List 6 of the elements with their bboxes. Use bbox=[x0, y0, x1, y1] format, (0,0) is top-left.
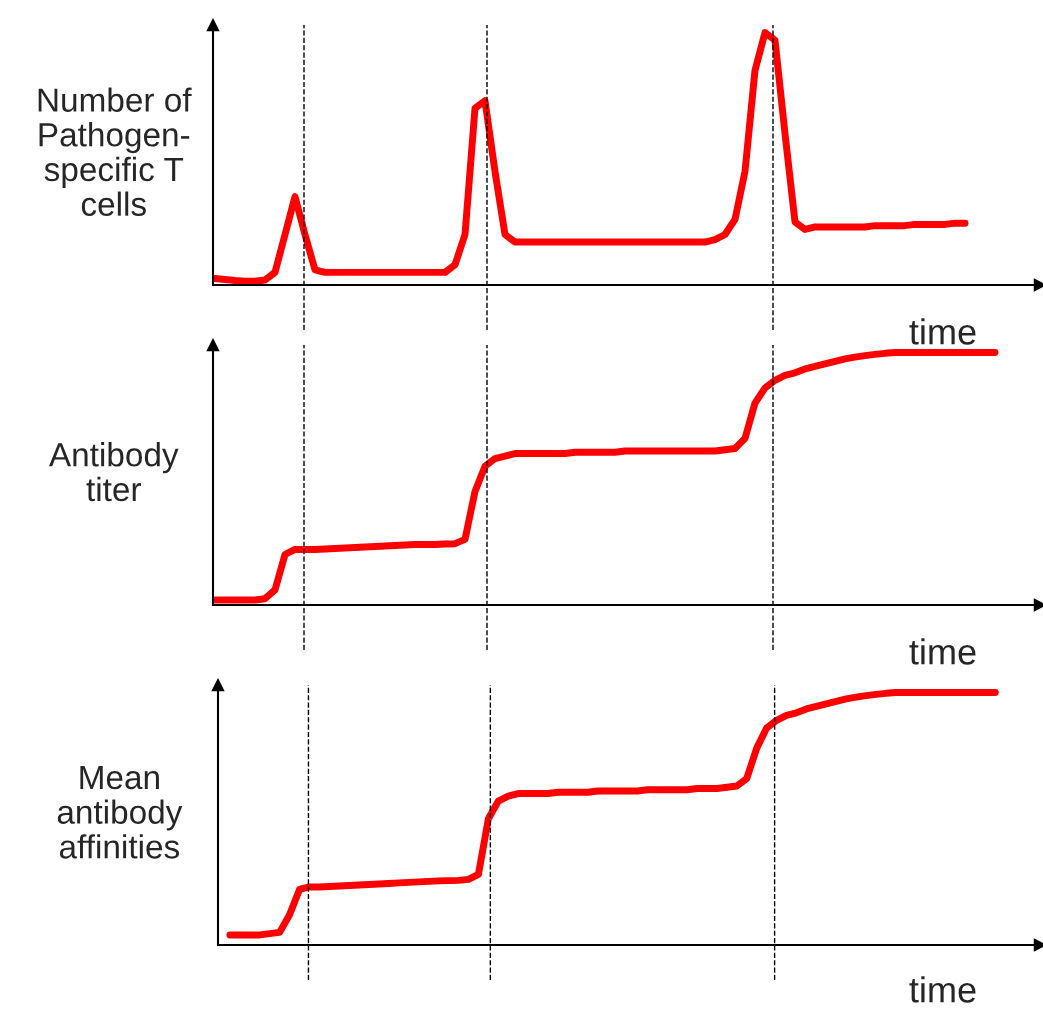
y-axis-title: Mean antibody affinities bbox=[57, 765, 183, 859]
x-axis-title: time bbox=[909, 638, 976, 665]
x-axis-title: time bbox=[909, 976, 976, 1003]
y-axis-title: Antibody titer bbox=[48, 442, 179, 502]
y-axis-title: Number of Pathogen- specific T cells bbox=[38, 87, 192, 216]
x-axis-title: time bbox=[909, 318, 976, 345]
